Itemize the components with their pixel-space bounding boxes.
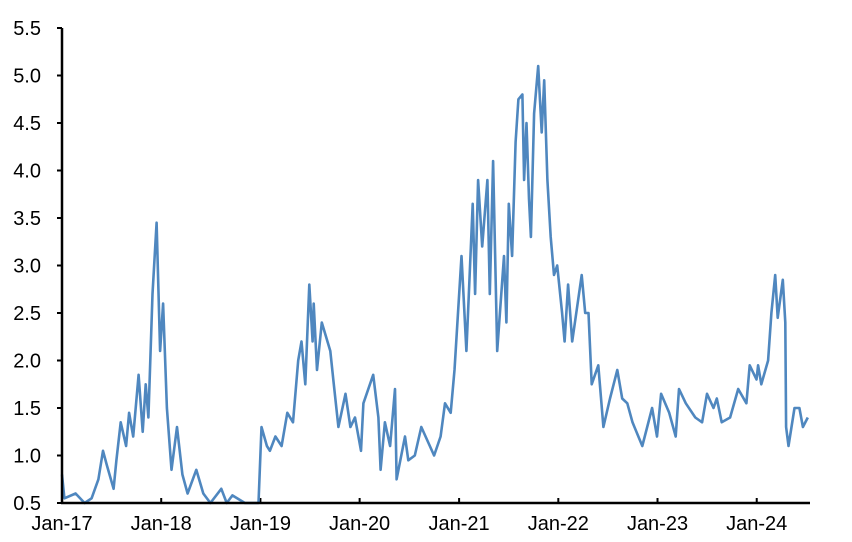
x-tick-label: Jan-18 (131, 513, 192, 535)
y-tick-label: 1.0 (13, 446, 41, 468)
x-tick-label: Jan-20 (329, 513, 390, 535)
y-axis-ticks: 0.5 1.0 1.5 2.0 2.5 3.0 3.5 4.0 4.5 5.0 5.5 (13, 18, 62, 515)
x-tick-label: Jan-21 (429, 513, 490, 535)
y-tick-label: 3.0 (13, 256, 41, 278)
x-tick-label: Jan-19 (230, 513, 291, 535)
y-tick-label: 3.5 (13, 208, 41, 230)
y-tick-label: 4.5 (13, 113, 41, 135)
y-tick-label: 2.5 (13, 303, 41, 325)
series-line (60, 64, 809, 505)
x-tick-label: Jan-23 (627, 513, 688, 535)
y-tick-label: 5.0 (13, 66, 41, 88)
x-tick-label: Jan-22 (528, 513, 589, 535)
y-tick-label: 4.0 (13, 161, 41, 183)
x-tick-label: Jan-24 (726, 513, 787, 535)
y-tick-label: 2.0 (13, 351, 41, 373)
x-tick-label: Jan-17 (31, 513, 92, 535)
x-axis-ticks: Jan-17 Jan-18 Jan-19 Jan-20 Jan-21 Jan-22 Jan-… (31, 498, 787, 535)
y-tick-label: 0.5 (13, 493, 41, 515)
y-tick-label: 1.5 (13, 398, 41, 420)
y-tick-label: 5.5 (13, 18, 41, 40)
